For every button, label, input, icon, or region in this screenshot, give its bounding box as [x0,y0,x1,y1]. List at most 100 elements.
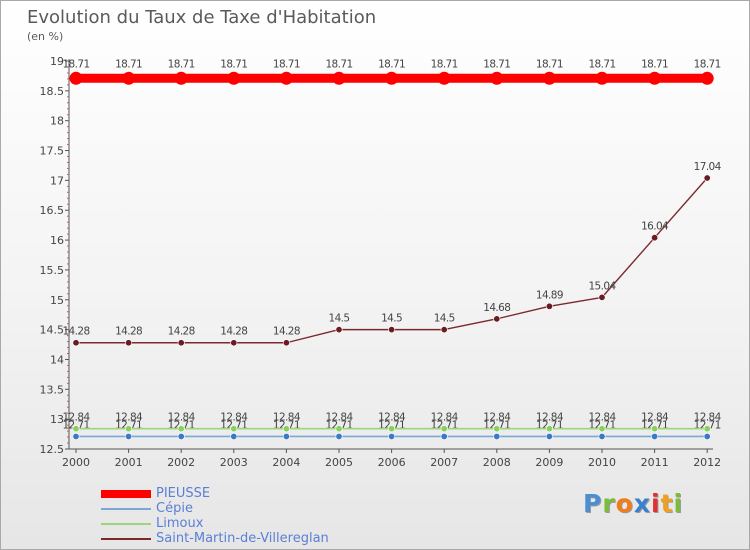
x-tick-label: 2008 [483,456,511,469]
x-tick-label: 2012 [693,456,721,469]
x-tick-label: 2011 [641,456,669,469]
logo-letter: o [615,489,634,518]
logo-letter: i [673,489,684,518]
data-point [174,71,188,85]
x-tick-label: 2004 [272,456,300,469]
legend: PIEUSSE Cépie Limoux Saint-Martin-de-Viller… [101,486,329,546]
data-point [648,71,662,85]
data-label: 17.04 [694,161,722,173]
y-tick-label: 13.5 [40,383,65,396]
y-tick-label: 13 [50,413,64,426]
x-tick-label: 2002 [167,456,195,469]
data-label: 14.5 [434,313,455,325]
legend-item: PIEUSSE [101,486,329,501]
data-label: 12.84 [273,412,301,424]
legend-label: Saint-Martin-de-Villereglan [156,531,329,546]
data-point [700,71,714,85]
y-tick-label: 19 [50,55,64,68]
data-point [703,425,711,433]
data-label: 12.84 [220,412,248,424]
data-label: 18.71 [62,58,89,70]
logo-letter: i [651,489,661,518]
data-point [125,339,133,347]
y-tick-label: 12.5 [40,443,65,456]
data-point [703,432,711,440]
data-point [651,425,659,433]
y-tick-label: 16 [50,234,64,247]
legend-swatch [101,507,151,510]
data-label: 12.84 [325,412,353,424]
x-tick-label: 2003 [220,456,248,469]
data-point [651,234,659,242]
data-label: 18.71 [641,58,668,70]
data-label: 14.28 [273,326,300,338]
data-point [72,339,80,347]
data-label: 12.84 [168,412,196,424]
data-point [598,432,606,440]
x-tick-label: 2007 [430,456,458,469]
data-label: 18.71 [483,58,510,70]
data-point [542,71,556,85]
y-tick-label: 15 [50,294,64,307]
legend-swatch [101,489,151,498]
data-label: 14.28 [62,326,89,338]
logo-letter: x [633,489,651,518]
data-point [493,432,501,440]
y-tick-label: 17 [50,174,64,187]
data-label: 18.71 [588,58,615,70]
legend-label: PIEUSSE [156,486,211,501]
logo-letter: t [660,489,674,518]
data-point [651,432,659,440]
y-tick-label: 14.5 [40,324,65,337]
y-tick-label: 16.5 [40,204,65,217]
data-point [177,432,185,440]
data-point [230,425,238,433]
data-point [282,425,290,433]
data-label: 14.5 [329,313,350,325]
data-point [388,432,396,440]
data-point [279,71,293,85]
data-label: 12.84 [62,412,90,424]
chart-title: Evolution du Taux de Taxe d'Habitation [27,7,377,28]
data-point [335,326,343,334]
data-point [545,302,553,310]
data-point [598,425,606,433]
y-tick-label: 15.5 [40,264,65,277]
y-tick-label: 14 [50,353,64,366]
data-label: 18.71 [220,58,247,70]
data-point [493,315,501,323]
data-label: 12.84 [431,412,459,424]
data-point [227,71,241,85]
proxiti-logo: Proxiti [583,489,683,518]
data-point [703,174,711,182]
data-label: 18.71 [378,58,405,70]
data-label: 18.71 [168,58,195,70]
data-point [440,425,448,433]
data-label: 12.84 [641,412,669,424]
data-point [598,293,606,301]
y-axis-unit: (en %) [27,30,64,43]
data-point [72,425,80,433]
data-label: 12.84 [115,412,143,424]
legend-item: Limoux [101,516,329,531]
data-point [230,339,238,347]
data-point [437,71,451,85]
data-label: 18.71 [273,58,300,70]
data-label: 12.84 [588,412,616,424]
data-label: 14.28 [168,326,195,338]
data-label: 12.84 [378,412,406,424]
data-label: 18.71 [536,58,563,70]
data-label: 18.71 [115,58,142,70]
data-point [388,425,396,433]
data-point [69,71,83,85]
legend-item: Saint-Martin-de-Villereglan [101,531,329,546]
data-point [177,339,185,347]
data-point [493,425,501,433]
data-point [125,432,133,440]
x-tick-label: 2006 [378,456,406,469]
data-point [332,71,346,85]
y-tick-label: 17.5 [40,145,65,158]
x-tick-label: 2001 [115,456,143,469]
